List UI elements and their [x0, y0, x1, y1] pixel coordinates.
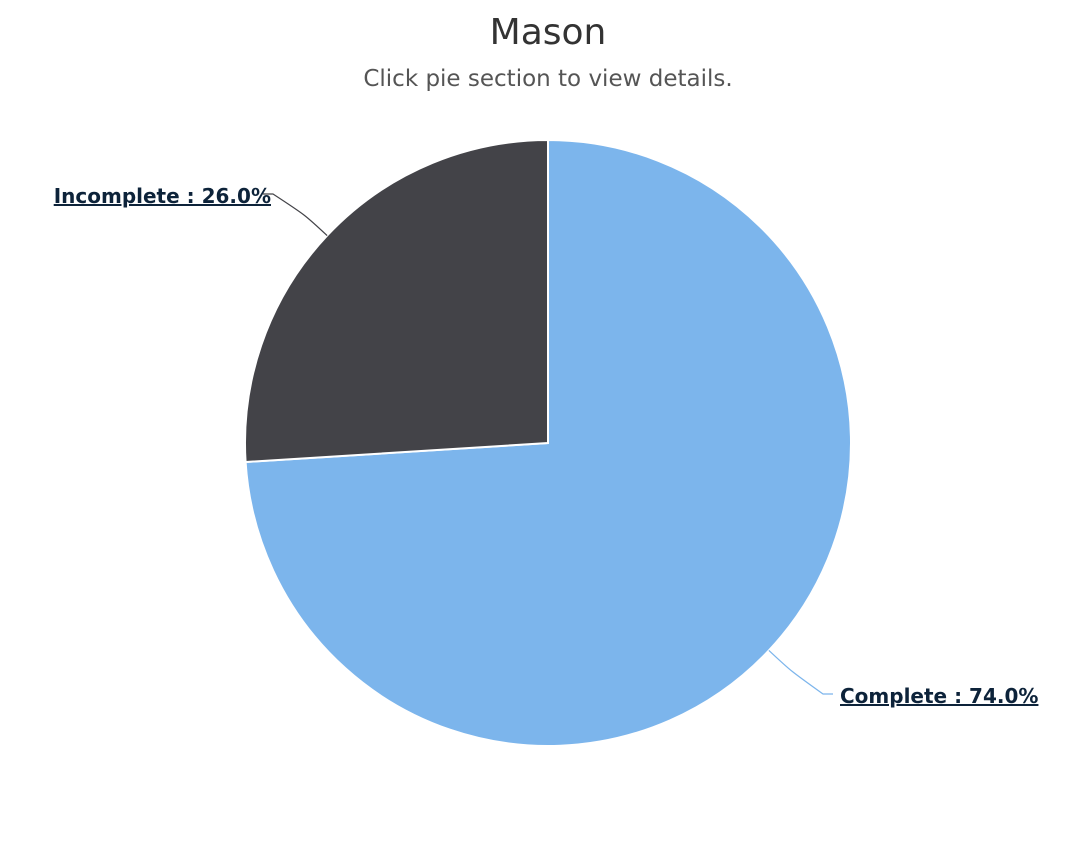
chart-subtitle: Click pie section to view details.: [363, 66, 733, 92]
pie-slices: [244, 138, 852, 747]
connector-incomplete: [263, 193, 328, 237]
chart-title: Mason: [489, 12, 607, 53]
data-label-complete[interactable]: Complete : 74.0%: [840, 684, 1038, 708]
label-connectors: [263, 193, 833, 695]
connector-complete: [768, 649, 833, 695]
pie-slice-incomplete[interactable]: [244, 138, 549, 464]
data-labels: Complete : 74.0% Incomplete : 26.0%: [54, 184, 1039, 708]
data-label-incomplete[interactable]: Incomplete : 26.0%: [54, 184, 271, 208]
